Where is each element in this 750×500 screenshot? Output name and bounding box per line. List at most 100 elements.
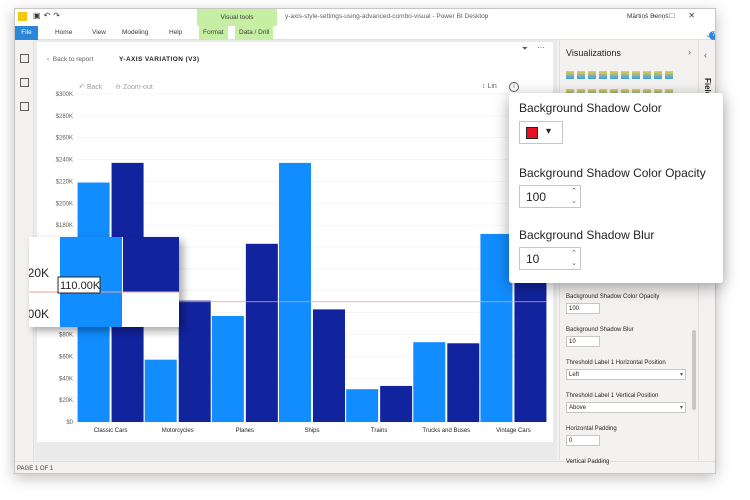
bar <box>211 315 244 422</box>
visual-type-icon[interactable] <box>588 71 596 79</box>
chevron-down-icon: ▾ <box>546 126 552 137</box>
spin-arrows-icon[interactable]: ⌃ ⌄ <box>571 188 577 205</box>
tab-file[interactable]: File <box>15 26 38 40</box>
property-label: Vertical Padding <box>566 459 610 465</box>
chart-toolbar: ↶ Back ⊖ Zoom-out ↕ Lin i <box>37 80 553 94</box>
tab-help[interactable]: Help <box>169 29 183 36</box>
lin-label: Lin <box>487 83 497 90</box>
back-to-report-label: Back to report <box>52 56 94 63</box>
y-tick-label: $220K <box>56 179 73 185</box>
visual-type-icon[interactable] <box>599 71 607 79</box>
redo-icon[interactable]: ↷ <box>53 11 63 20</box>
chart-back-button[interactable]: ↶ Back <box>79 83 102 91</box>
data-view-icon[interactable] <box>20 78 29 87</box>
document-title: y-axis-style-settings-using-advanced-com… <box>285 13 489 20</box>
blur-value: 10 <box>526 252 540 266</box>
pane-scrollbar[interactable] <box>692 330 696 410</box>
y-tick-label: $0 <box>66 420 73 426</box>
bar <box>413 342 446 422</box>
bar <box>144 359 177 422</box>
quick-access-toolbar: ▣↶↷ <box>33 11 63 20</box>
back-arrow-icon: ↶ <box>79 84 85 91</box>
report-view-icon[interactable] <box>20 54 29 63</box>
zoomed-threshold-callout: 120K 100K 110.00K <box>29 237 179 327</box>
user-name[interactable]: Mārtiņš Beriņš <box>627 13 669 20</box>
bar <box>480 233 513 422</box>
tab-modeling[interactable]: Modeling <box>122 29 149 36</box>
opacity-label: Background Shadow Color Opacity <box>519 166 706 180</box>
property-spinner[interactable]: 0 <box>566 435 600 446</box>
y-tick-label: $300K <box>56 92 73 98</box>
x-tick-label: Vintage Cars <box>496 428 531 434</box>
bar <box>178 300 211 422</box>
undo-icon[interactable]: ↶ <box>43 11 54 20</box>
bar <box>245 243 278 422</box>
x-tick-label: Planes <box>236 428 254 434</box>
bar <box>279 162 311 422</box>
fields-label: Fields <box>703 78 712 102</box>
zoom-out-button[interactable]: ⊖ Zoom-out <box>115 83 153 91</box>
spin-arrows-icon[interactable]: ⌃ ⌄ <box>571 250 577 267</box>
shadow-color-picker[interactable]: ▾ <box>519 121 563 144</box>
bar <box>447 343 480 422</box>
visual-type-icon[interactable] <box>610 71 618 79</box>
property-label: Background Shadow Blur <box>566 327 634 333</box>
x-tick-label: Trucks and Buses <box>422 428 470 434</box>
threshold-label-box <box>57 276 101 294</box>
visual-type-icon[interactable] <box>566 71 574 79</box>
info-icon[interactable]: i <box>509 82 519 92</box>
visual-type-icon[interactable] <box>577 71 585 79</box>
opacity-spinner[interactable]: 100 ⌃ ⌄ <box>519 185 581 208</box>
shadow-color-label: Background Shadow Color <box>519 101 662 115</box>
x-tick-label: Ships <box>304 428 319 434</box>
visual-title: Y-AXIS VARIATION (V3) <box>119 56 200 63</box>
property-spinner[interactable]: 100 <box>566 303 600 314</box>
bar <box>313 309 345 422</box>
tab-format[interactable]: Format <box>199 26 228 40</box>
close-icon[interactable]: ✕ <box>688 11 709 20</box>
visual-type-icon[interactable] <box>665 71 673 79</box>
property-label: Horizontal Padding <box>566 426 617 432</box>
help-icon[interactable]: ? <box>709 31 715 40</box>
property-dropdown[interactable]: Left <box>566 369 686 380</box>
tab-data-drill[interactable]: Data / Drill <box>235 26 274 40</box>
visual-type-icon[interactable] <box>621 71 629 79</box>
tab-home[interactable]: Home <box>55 29 73 36</box>
more-options-icon[interactable]: ⋯ <box>537 43 545 52</box>
y-tick-label: $260K <box>56 136 73 142</box>
zoomed-chart-detail: 120K 100K 110.00K <box>29 237 179 327</box>
zoomed-format-panel: Background Shadow Color ▾ Background Sha… <box>509 93 723 283</box>
maximize-icon[interactable]: □ <box>669 11 689 20</box>
blur-spinner[interactable]: 10 ⌃ ⌄ <box>519 247 581 270</box>
expand-fields-icon[interactable]: ‹ <box>704 50 707 60</box>
ribbon-tabs: File Home View Modeling Help Format Data… <box>15 26 715 40</box>
blur-label: Background Shadow Blur <box>519 228 655 242</box>
back-to-report-button[interactable]: ‹ Back to report <box>47 56 94 63</box>
visual-type-icon[interactable] <box>654 71 662 79</box>
minimize-icon[interactable]: – <box>651 11 670 20</box>
lin-toggle[interactable]: ↕ Lin <box>482 83 497 90</box>
y-tick-label: $40K <box>59 376 73 382</box>
save-icon[interactable]: ▣ <box>33 11 44 20</box>
page-indicator: PAGE 1 OF 1 <box>17 466 54 472</box>
filter-icon[interactable]: ⏷ <box>521 44 528 53</box>
chevron-icon[interactable]: ⌄ <box>705 31 711 39</box>
y-tick-label: $180K <box>56 223 73 229</box>
property-dropdown[interactable]: Above <box>566 402 686 413</box>
zoom-out-icon: ⊖ <box>115 84 121 91</box>
collapse-pane-icon[interactable]: › <box>688 47 691 57</box>
y-tick-label: $280K <box>56 114 73 120</box>
property-spinner[interactable]: 10 <box>566 336 600 347</box>
y-tick-label: $20K <box>59 398 73 404</box>
shadow-color-swatch <box>526 127 538 139</box>
x-tick-label: Motorcycles <box>162 428 194 434</box>
tab-view[interactable]: View <box>92 29 106 36</box>
chart-back-label: Back <box>86 84 103 91</box>
visual-tools-context-tab: Visual tools <box>197 9 277 26</box>
visual-type-icon[interactable] <box>632 71 640 79</box>
bar <box>380 385 413 422</box>
property-label: Threshold Label 1 Vertical Position <box>566 393 659 399</box>
visual-type-icon[interactable] <box>643 71 651 79</box>
model-view-icon[interactable] <box>20 102 29 111</box>
focus-header: ‹ Back to report Y-AXIS VARIATION (V3) ⏷… <box>37 42 553 72</box>
